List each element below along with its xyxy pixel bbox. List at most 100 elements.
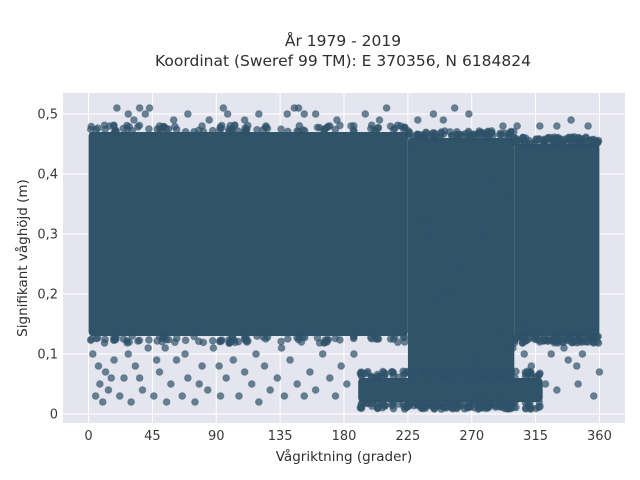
data-point bbox=[283, 335, 292, 343]
data-point bbox=[439, 116, 448, 124]
data-point bbox=[130, 116, 138, 124]
data-point bbox=[520, 350, 529, 358]
data-point bbox=[149, 392, 158, 400]
data-point bbox=[546, 133, 555, 142]
data-point bbox=[342, 380, 351, 388]
data-point bbox=[226, 338, 235, 346]
data-point bbox=[574, 380, 583, 388]
data-point bbox=[408, 146, 417, 154]
data-point bbox=[572, 362, 581, 370]
data-point bbox=[532, 332, 541, 341]
data-point bbox=[497, 398, 506, 407]
data-point bbox=[367, 334, 376, 343]
data-point bbox=[115, 392, 124, 400]
data-point bbox=[540, 138, 549, 147]
x-tick-label: 180 bbox=[332, 429, 357, 444]
data-point bbox=[526, 405, 535, 413]
data-point bbox=[464, 110, 473, 118]
data-point bbox=[446, 128, 454, 136]
data-point bbox=[349, 334, 358, 343]
data-point bbox=[536, 369, 544, 378]
data-point bbox=[394, 373, 403, 382]
data-point bbox=[337, 362, 346, 370]
data-point bbox=[450, 104, 459, 112]
data-point bbox=[183, 374, 192, 382]
data-point bbox=[162, 398, 171, 406]
data-point bbox=[323, 338, 331, 346]
data-point bbox=[460, 308, 469, 316]
data-point bbox=[112, 333, 120, 341]
data-point bbox=[535, 338, 544, 346]
data-point bbox=[563, 134, 572, 142]
chart-title-line-1: År 1979 - 2019 bbox=[285, 31, 401, 50]
dense-point-cloud bbox=[88, 132, 408, 336]
data-point bbox=[145, 336, 153, 344]
y-tick-label: 0,2 bbox=[37, 288, 58, 303]
data-point bbox=[241, 336, 250, 345]
data-point bbox=[375, 116, 384, 124]
data-point bbox=[98, 398, 107, 406]
data-point bbox=[347, 122, 355, 130]
data-point bbox=[336, 336, 344, 344]
data-point bbox=[254, 110, 263, 118]
data-point bbox=[128, 332, 137, 340]
data-point bbox=[198, 122, 206, 130]
data-point bbox=[223, 110, 232, 118]
data-point bbox=[280, 392, 289, 400]
data-point bbox=[94, 362, 103, 370]
data-point bbox=[421, 132, 430, 140]
data-point bbox=[419, 218, 428, 226]
data-point bbox=[595, 368, 604, 376]
data-point bbox=[215, 362, 224, 370]
data-point bbox=[413, 116, 422, 124]
data-point bbox=[331, 125, 340, 134]
data-point bbox=[293, 380, 302, 388]
data-point bbox=[584, 122, 593, 130]
data-point bbox=[208, 126, 217, 135]
data-point bbox=[479, 230, 487, 238]
data-point bbox=[526, 368, 535, 377]
data-point bbox=[437, 128, 446, 136]
data-point bbox=[315, 339, 324, 347]
data-point bbox=[580, 137, 589, 146]
data-point bbox=[87, 122, 96, 131]
data-point bbox=[476, 370, 485, 379]
data-point bbox=[463, 368, 471, 377]
data-point bbox=[300, 110, 309, 118]
data-point bbox=[408, 372, 417, 381]
data-point bbox=[473, 356, 482, 364]
x-tick-label: 135 bbox=[268, 429, 293, 444]
data-point bbox=[589, 392, 598, 400]
data-point bbox=[463, 403, 471, 411]
data-point bbox=[127, 398, 136, 406]
data-point bbox=[325, 122, 334, 130]
data-point bbox=[421, 401, 430, 410]
data-point bbox=[135, 336, 144, 345]
data-point bbox=[286, 356, 294, 364]
data-point bbox=[389, 404, 398, 413]
data-point bbox=[499, 122, 507, 130]
y-tick-label: 0,3 bbox=[37, 228, 58, 243]
data-point bbox=[311, 110, 320, 118]
data-point bbox=[382, 104, 391, 112]
data-point bbox=[266, 386, 275, 394]
data-point bbox=[101, 368, 110, 376]
data-point bbox=[124, 110, 133, 118]
data-point bbox=[295, 121, 304, 130]
data-point bbox=[208, 336, 217, 345]
data-point bbox=[483, 370, 492, 378]
data-point bbox=[120, 374, 128, 382]
data-point bbox=[502, 371, 511, 380]
data-point bbox=[405, 132, 414, 141]
data-point bbox=[181, 127, 190, 136]
data-point bbox=[360, 398, 369, 407]
data-point bbox=[573, 136, 581, 145]
data-point bbox=[300, 126, 309, 135]
data-point bbox=[519, 133, 527, 142]
data-point bbox=[433, 367, 441, 376]
data-point bbox=[394, 400, 403, 408]
data-point bbox=[101, 335, 109, 344]
data-point bbox=[181, 350, 189, 358]
data-point bbox=[512, 333, 521, 341]
